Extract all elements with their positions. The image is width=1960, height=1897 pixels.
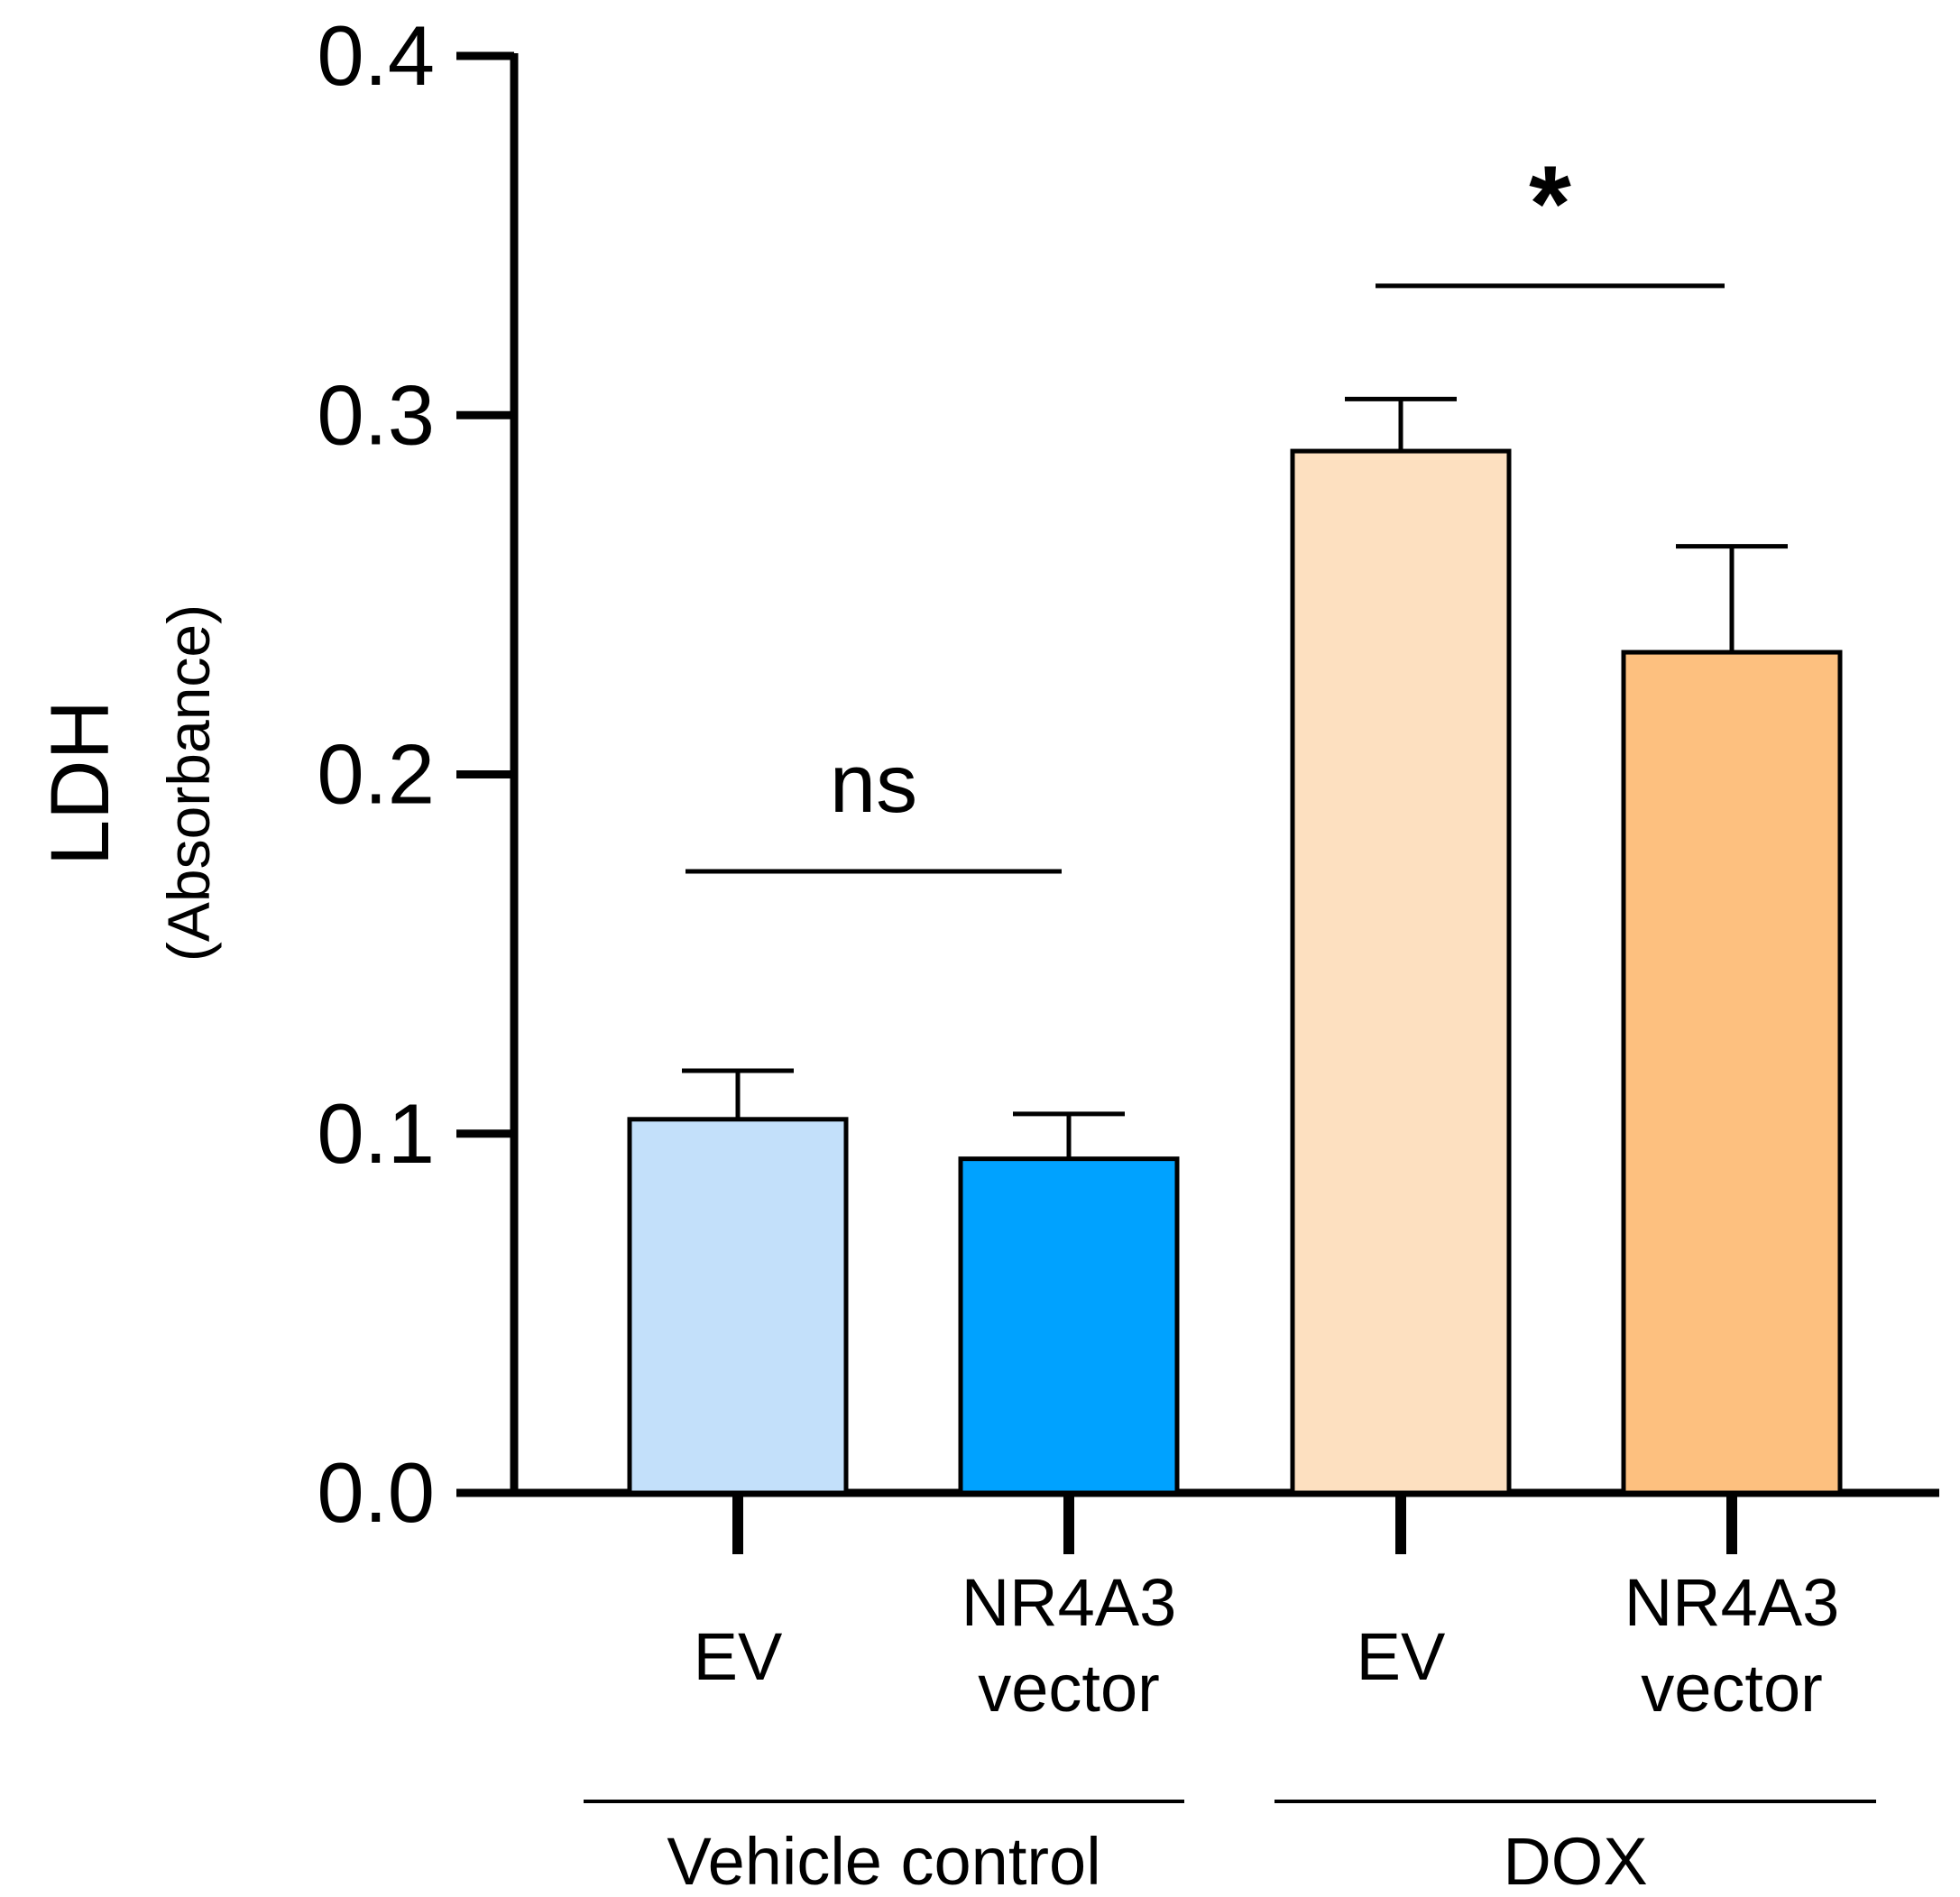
bar <box>1290 448 1512 1496</box>
x-category-label: NR4A3 <box>962 1565 1177 1640</box>
bar <box>627 1117 849 1496</box>
y-axis-title: LDH <box>34 700 126 866</box>
x-category-label: EV <box>694 1619 783 1694</box>
group-label: Vehicle control <box>667 1824 1100 1897</box>
y-tick-label: 0.4 <box>317 8 435 103</box>
x-category-label: EV <box>1357 1619 1446 1694</box>
significance-star: * <box>1529 143 1571 264</box>
y-tick-label: 0.0 <box>317 1445 435 1540</box>
y-axis-subtitle: (Absorbance) <box>155 604 222 962</box>
group-label: DOX <box>1503 1824 1647 1897</box>
x-category-label: vector <box>978 1651 1160 1726</box>
bar <box>958 1156 1180 1496</box>
x-category-label: vector <box>1641 1651 1823 1726</box>
y-tick-label: 0.3 <box>317 367 435 462</box>
y-tick-label: 0.1 <box>317 1086 435 1181</box>
x-category-label: NR4A3 <box>1624 1565 1840 1640</box>
bar <box>1621 649 1843 1496</box>
significance-ns: ns <box>830 738 917 830</box>
y-tick-label: 0.2 <box>317 727 435 822</box>
